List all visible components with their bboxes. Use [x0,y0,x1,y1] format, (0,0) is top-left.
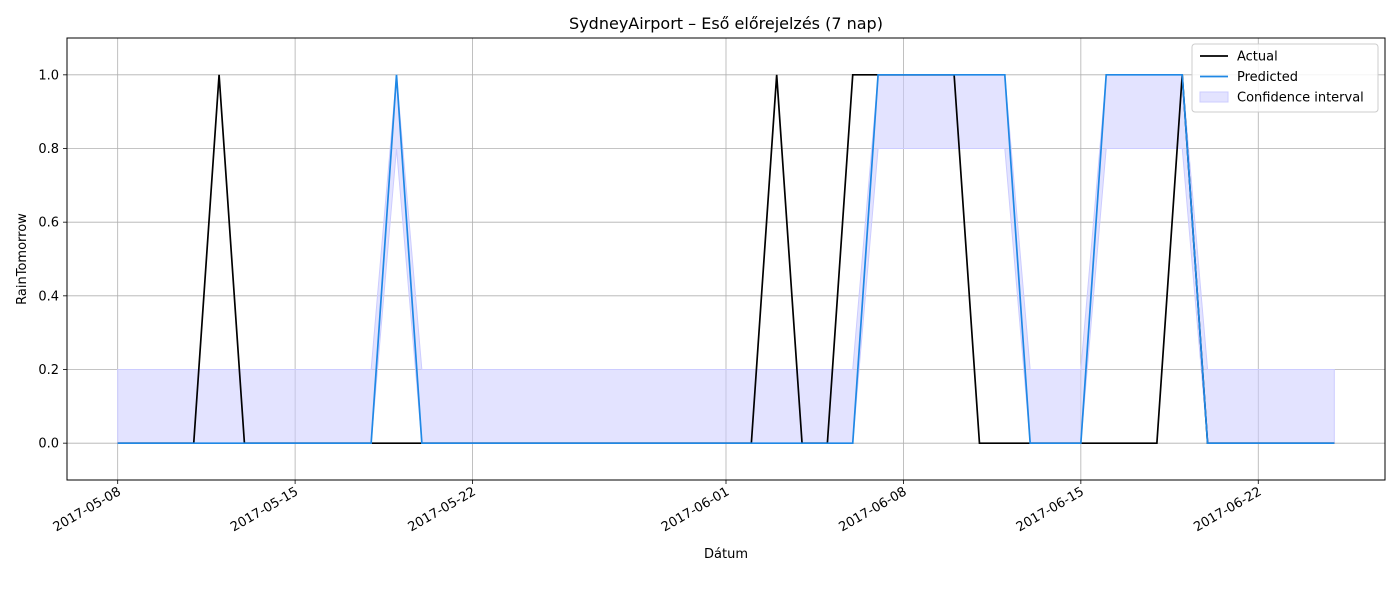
y-tick-label: 0.4 [38,289,59,304]
x-tick-label: 2017-05-15 [228,484,301,535]
x-axis-ticks: 2017-05-08 2017-05-15 2017-05-22 2017-06-01… [51,480,1264,535]
y-axis-label: RainTomorrow [15,213,30,305]
legend-swatch-confidence-interval [1199,91,1229,103]
legend-label-confidence-interval: Confidence interval [1237,91,1364,106]
x-tick-label: 2017-06-15 [1014,484,1087,535]
y-tick-label: 1.0 [38,68,59,83]
y-tick-label: 0.8 [38,142,59,157]
x-tick-label: 2017-06-01 [659,484,732,535]
legend: Actual Predicted Confidence interval [1191,43,1379,113]
x-tick-label: 2017-05-08 [51,484,124,535]
y-axis-ticks: 0.0 0.2 0.4 0.6 0.8 1.0 [38,68,67,452]
x-tick-label: 2017-06-08 [836,484,909,535]
x-tick-label: 2017-05-22 [406,484,479,535]
legend-label-predicted: Predicted [1237,70,1298,85]
y-tick-label: 0.6 [38,216,59,231]
chart-title: SydneyAirport – Eső előrejelzés (7 nap) [569,14,883,33]
x-axis-label: Dátum [704,547,748,562]
y-tick-label: 0.0 [38,437,59,452]
legend-label-actual: Actual [1237,50,1278,65]
y-tick-label: 0.2 [38,363,59,378]
series-layer [117,73,1335,445]
series-line-predicted [117,73,1335,445]
x-tick-label: 2017-06-22 [1191,484,1264,535]
legend-box [1191,43,1379,113]
